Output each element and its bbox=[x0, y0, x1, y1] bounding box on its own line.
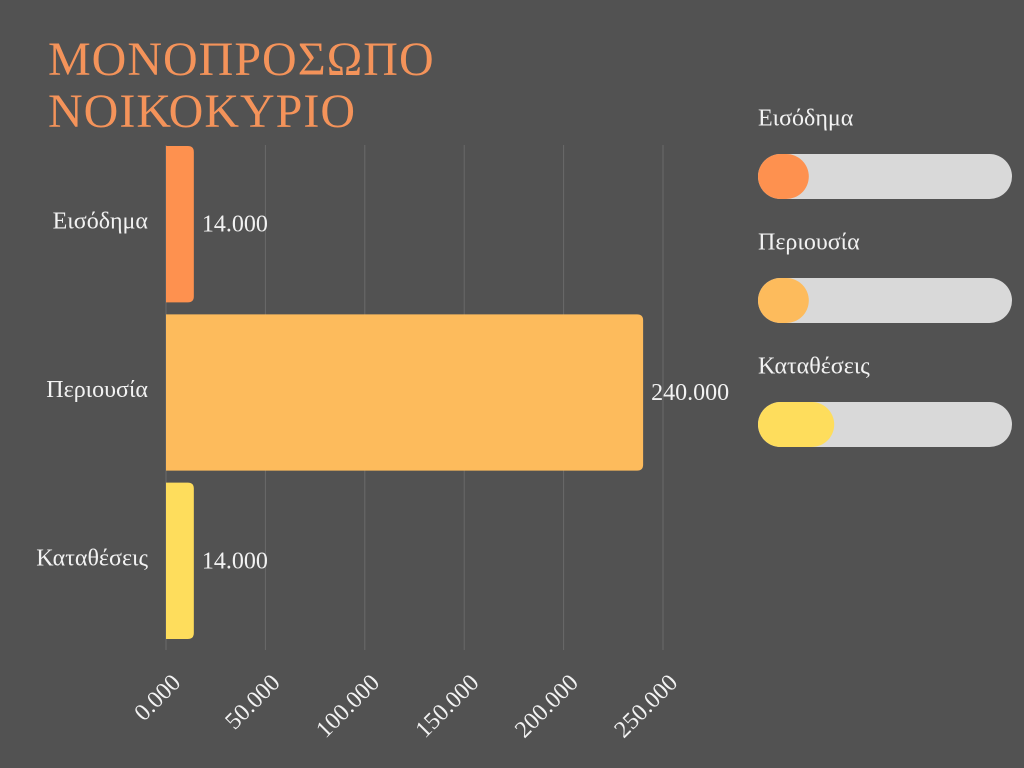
progress-label: Καταθέσεις bbox=[758, 354, 870, 380]
x-tick-label: 50.000 bbox=[220, 670, 285, 735]
y-tick-label: Περιουσία bbox=[46, 377, 148, 403]
chart-title: ΜΟΝΟΠΡΟΣΩΠΟ ΝΟΙΚΟΚΥΡΙΟ bbox=[48, 33, 435, 138]
progress-fill bbox=[758, 154, 809, 199]
bar bbox=[166, 314, 644, 471]
progress-track bbox=[758, 154, 1012, 199]
y-tick-label: Καταθέσεις bbox=[36, 545, 148, 571]
progress-label: Περιουσία bbox=[758, 230, 860, 256]
x-tick-label: 100.000 bbox=[311, 670, 385, 744]
y-tick-label: Εισόδημα bbox=[53, 209, 149, 235]
progress-fill bbox=[758, 278, 809, 323]
progress-track bbox=[758, 278, 1012, 323]
bar bbox=[166, 146, 194, 303]
value-label: 240.000 bbox=[651, 380, 729, 406]
x-tick-label: 200.000 bbox=[510, 670, 584, 744]
bar bbox=[166, 482, 194, 639]
value-label: 14.000 bbox=[202, 548, 268, 574]
x-tick-label: 150.000 bbox=[411, 670, 485, 744]
x-tick-label: 0.000 bbox=[130, 670, 187, 727]
progress-fill bbox=[758, 402, 835, 447]
value-label: 14.000 bbox=[202, 212, 268, 238]
progress-label: Εισόδημα bbox=[758, 106, 854, 132]
x-tick-label: 250.000 bbox=[610, 670, 684, 744]
